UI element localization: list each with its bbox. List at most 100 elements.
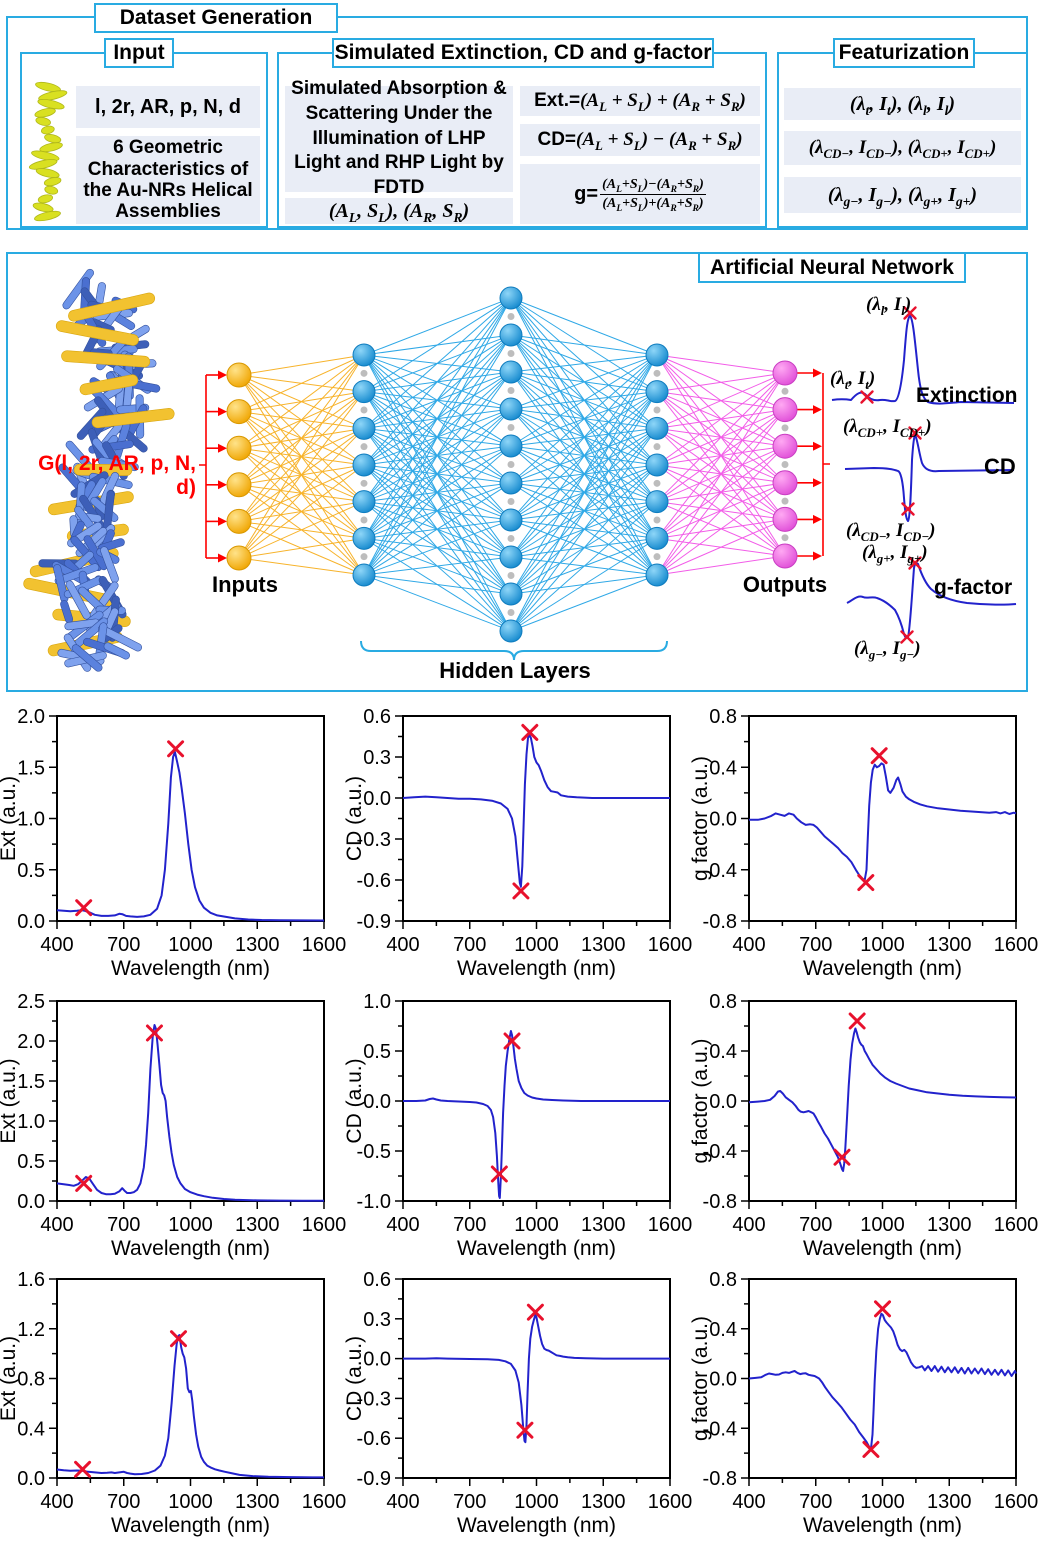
- svg-text:0.0: 0.0: [17, 911, 45, 933]
- featurization-row-cd: (λCD−, ICD−), (λCD+, ICD+): [784, 131, 1021, 165]
- input-parameters: l, 2r, AR, p, N, d: [76, 86, 260, 128]
- svg-text:1.0: 1.0: [17, 809, 45, 831]
- svg-text:1000: 1000: [860, 934, 905, 956]
- svg-text:0.0: 0.0: [709, 1369, 737, 1391]
- svg-text:1600: 1600: [302, 1214, 347, 1236]
- neural-network-diagram: [199, 286, 1017, 661]
- svg-text:400: 400: [732, 1214, 765, 1236]
- svg-text:1.5: 1.5: [17, 1071, 45, 1093]
- formula-extinction: Ext.= (AL + SL) + (AR + SR): [520, 86, 760, 116]
- svg-text:Wavelength (nm): Wavelength (nm): [803, 1514, 962, 1537]
- svg-text:Ext (a.u.): Ext (a.u.): [0, 1058, 20, 1143]
- svg-text:1000: 1000: [860, 1214, 905, 1236]
- svg-text:0.3: 0.3: [363, 747, 391, 769]
- svg-text:-0.9: -0.9: [357, 1468, 391, 1490]
- svg-text:2.0: 2.0: [17, 706, 45, 728]
- formula-cd-lhs: CD=: [537, 129, 577, 150]
- svg-text:-0.4: -0.4: [703, 1141, 737, 1163]
- svg-text:0.4: 0.4: [709, 757, 737, 779]
- mini-ext-shoulder-label: (λt, It): [830, 368, 875, 391]
- svg-text:1000: 1000: [168, 1214, 213, 1236]
- simulation-description-text: Simulated Absorption & Scattering Under …: [291, 78, 507, 199]
- svg-text:0.0: 0.0: [709, 809, 737, 831]
- svg-text:-0.9: -0.9: [357, 911, 391, 933]
- svg-text:700: 700: [107, 1214, 140, 1236]
- mini-cd-pos-label: (λCD+, ICD+): [843, 416, 932, 440]
- svg-text:1.0: 1.0: [17, 1111, 45, 1133]
- featurization-row-ext-text: (λt, It), (λl, Il): [849, 92, 956, 118]
- svg-text:Ext (a.u.): Ext (a.u.): [0, 776, 20, 861]
- svg-text:1300: 1300: [581, 934, 626, 956]
- svg-text:0.4: 0.4: [709, 1319, 737, 1341]
- svg-text:1300: 1300: [235, 1214, 280, 1236]
- svg-text:1000: 1000: [860, 1491, 905, 1513]
- svg-text:1.5: 1.5: [17, 757, 45, 779]
- svg-text:CD (a.u.): CD (a.u.): [343, 1336, 366, 1421]
- simulation-title: Simulated Extinction, CD and g-factor: [332, 38, 714, 68]
- svg-text:1000: 1000: [168, 1491, 213, 1513]
- formula-extinction-lhs: Ext.=: [534, 90, 581, 111]
- svg-text:1.0: 1.0: [363, 991, 391, 1013]
- svg-text:400: 400: [732, 1491, 765, 1513]
- hidden-layers-label-text: Hidden Layers: [439, 658, 591, 683]
- svg-text:1600: 1600: [648, 1491, 693, 1513]
- mini-g-name: g-factor: [934, 576, 1012, 600]
- svg-text:1000: 1000: [168, 934, 213, 956]
- svg-text:1600: 1600: [994, 1214, 1038, 1236]
- svg-text:400: 400: [732, 934, 765, 956]
- svg-text:400: 400: [386, 1491, 419, 1513]
- outputs-label: Outputs: [737, 572, 833, 598]
- svg-text:700: 700: [453, 1214, 486, 1236]
- svg-text:g factor (a.u.): g factor (a.u.): [689, 1039, 712, 1164]
- formula-cd-rhs: (AL + SL) − (AR + SR): [576, 129, 743, 153]
- mini-ext-name-text: Extinction: [916, 384, 1018, 407]
- svg-text:700: 700: [799, 934, 832, 956]
- mini-g-pos-label: (λg+, Ig+): [862, 542, 928, 565]
- svg-text:1.2: 1.2: [17, 1319, 45, 1341]
- svg-text:1000: 1000: [514, 1491, 559, 1513]
- formula-gfactor-numerator: (AL+SL)−(AR+SR): [600, 176, 706, 195]
- formula-cd: CD= (AL + SL) − (AR + SR): [520, 124, 760, 156]
- svg-text:Wavelength (nm): Wavelength (nm): [111, 1514, 270, 1537]
- chart-cd-3: 400 700 1000 1300 1600 0.6 0.3 0.0 -0.3 -0.6 -0.9 W…: [343, 1263, 693, 1542]
- simulation-pairs: (AL, SL), (AR, SR): [285, 198, 513, 224]
- svg-text:400: 400: [40, 1214, 73, 1236]
- svg-text:0.3: 0.3: [363, 1309, 391, 1331]
- svg-text:1300: 1300: [927, 1214, 972, 1236]
- nanorod-assembly-illustration: [23, 268, 175, 672]
- svg-text:700: 700: [453, 1491, 486, 1513]
- chart-g-3: 400 700 1000 1300 1600 0.8 0.4 0.0 -0.4 -0.8 Wavel…: [689, 1263, 1038, 1542]
- svg-text:Wavelength (nm): Wavelength (nm): [457, 957, 616, 980]
- hidden-layers-label: Hidden Layers: [425, 658, 605, 684]
- svg-text:0.5: 0.5: [17, 1151, 45, 1173]
- svg-text:1000: 1000: [514, 934, 559, 956]
- ann-function-label: G(l, 2r, AR, p, N, d): [22, 452, 196, 500]
- mini-ext-name: Extinction: [916, 384, 1018, 408]
- dataset-generation-title: Dataset Generation: [94, 3, 338, 33]
- ann-title-text: Artificial Neural Network: [710, 255, 954, 279]
- svg-text:0.8: 0.8: [709, 991, 737, 1013]
- svg-text:700: 700: [107, 934, 140, 956]
- svg-text:0.8: 0.8: [17, 1369, 45, 1391]
- svg-text:1300: 1300: [235, 1491, 280, 1513]
- svg-text:g factor (a.u.): g factor (a.u.): [689, 756, 712, 881]
- mini-cd-neg-label: (λCD−, ICD−): [846, 520, 936, 544]
- mini-cd-neg-label-text: (λCD−, ICD−): [846, 520, 936, 544]
- chart-ext-3: 400 700 1000 1300 1600 0.0 0.4 0.8 1.2 1.6 Wavelen…: [0, 1263, 347, 1542]
- chart-ext-2: 400 700 1000 1300 1600 0.0 0.5 1.0 1.5 2.0 2.5 Wave…: [0, 985, 347, 1265]
- svg-text:Wavelength (nm): Wavelength (nm): [111, 957, 270, 980]
- svg-text:1600: 1600: [302, 1491, 347, 1513]
- svg-text:700: 700: [453, 934, 486, 956]
- svg-text:Wavelength (nm): Wavelength (nm): [111, 1237, 270, 1260]
- svg-text:g factor (a.u.): g factor (a.u.): [689, 1316, 712, 1441]
- ann-function-label-text: G(l, 2r, AR, p, N, d): [38, 452, 196, 499]
- mini-g-neg-label-text: (λg−, Ig−): [854, 638, 921, 662]
- mini-cd-pos-label-text: (λCD+, ICD+): [843, 416, 932, 440]
- chart-cd-2: 400 700 1000 1300 1600 1.0 0.5 0.0 -0.5 -1.0 Wavel…: [343, 985, 692, 1265]
- featurization-title: Featurization: [833, 38, 975, 68]
- svg-text:0.0: 0.0: [17, 1191, 45, 1213]
- svg-text:400: 400: [386, 934, 419, 956]
- svg-text:Wavelength (nm): Wavelength (nm): [457, 1514, 616, 1537]
- dataset-generation-title-text: Dataset Generation: [119, 6, 313, 29]
